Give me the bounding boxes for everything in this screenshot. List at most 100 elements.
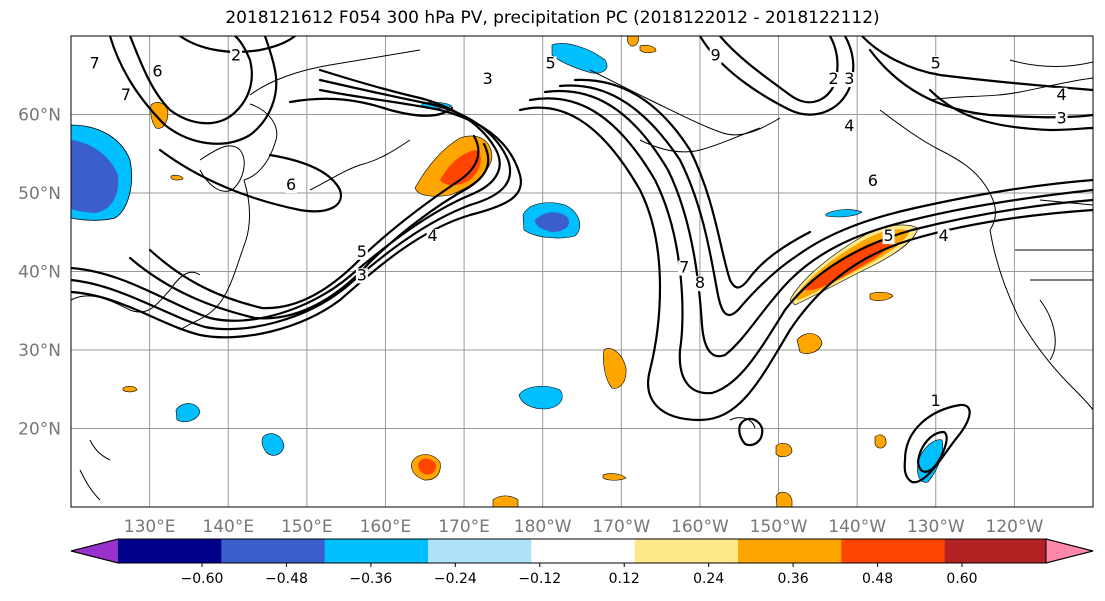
colorbar-segment [634,539,739,563]
contour-label-bg [866,174,879,190]
contour-label: 3 [844,69,854,88]
contour-label-bg [355,244,368,260]
contour-label: 6 [868,171,878,190]
lon-tick-label: 140°W [828,517,886,537]
lon-tick-label: 130°W [907,517,965,537]
lon-tick-label: 160°W [671,517,729,537]
colorbar-extend-min [70,538,119,564]
precip-patch [869,291,894,301]
precip-patch [551,43,608,74]
contour-label: 1 [931,391,941,410]
colorbar-segment [944,539,1049,563]
colorbar-tick-label: −0.12 [518,571,561,587]
latitude-tick-labels: 60°N 50°N 40°N 30°N 20°N [18,106,61,440]
contour-label: 3 [1056,108,1066,127]
precip-patch [492,495,519,507]
contour-label: 6 [152,61,162,80]
contour-label: 7 [121,85,131,104]
lat-tick-label: 50°N [18,184,61,204]
gridlines [71,36,1093,507]
contour-label: 4 [428,226,438,245]
colorbar: −0.60 −0.48 −0.36 −0.24 −0.12 0.12 0.24 0.36 0.4… [70,538,1094,587]
contour-label: 4 [1056,85,1066,104]
colorbar-segment [221,539,326,563]
contour-label-bg [355,268,368,284]
precip-patch-core [418,458,436,475]
lat-tick-label: 30°N [18,341,61,361]
colorbar-segment [117,539,118,563]
pv-contours [71,36,1093,484]
colorbar-segment [324,539,429,563]
contour-label: 5 [357,242,367,261]
lon-tick-label: 140°E [202,517,254,537]
contour-label-bg [929,393,942,409]
colorbar-segment [841,539,946,563]
colorbar-tick-label: 0.48 [862,571,893,587]
precip-patch [170,174,184,181]
lon-tick-label: 170°E [438,517,490,537]
colorbar-extend-max [1045,538,1094,564]
lon-tick-label: 180°W [514,517,572,537]
contour-label-bg [1055,111,1068,127]
colorbar-tick-label: −0.48 [265,571,308,587]
colorbar-tick-label: 0.24 [693,571,724,587]
precip-patch [775,443,793,458]
lon-tick-label: 120°W [986,517,1044,537]
contour-label: 2 [231,46,241,65]
lon-tick-label: 160°E [360,517,412,537]
contour-label: 5 [545,53,555,72]
contour-label: 7 [89,53,99,72]
precipitation-shading [71,36,943,507]
precip-patch [796,333,823,354]
contour-label: 9 [711,46,721,65]
precip-patch [122,385,138,393]
precip-patch [627,36,639,47]
colorbar-tick-label: 0.60 [946,571,977,587]
precip-neg-core [71,140,119,213]
lat-tick-label: 20°N [18,420,61,440]
precip-neg-core [535,212,570,232]
contour-label-bg [544,56,557,72]
contour-label-bg [937,229,950,245]
contour-label-bg [882,229,895,245]
contour-label: 3 [357,265,367,284]
precip-patch [603,348,627,389]
precip-pos-core [440,150,481,186]
precip-patch [775,491,793,507]
plot-frame [70,35,1094,508]
contour-label-bg [230,48,243,64]
colorbar-tick-label: 0.12 [609,571,640,587]
lon-tick-label: 150°W [750,517,808,537]
lon-tick-label: 170°W [592,517,650,537]
contour-label-bg [120,87,133,103]
contour-label: 4 [844,116,854,135]
contour-label-bg [426,229,439,245]
lat-tick-label: 40°N [18,263,61,283]
contour-label-bg [693,276,706,292]
contour-label: 7 [679,258,689,277]
contour-label-bg [88,56,101,72]
colorbar-segment [428,539,532,563]
precip-patch [874,434,887,449]
contour-label: 6 [286,175,296,194]
contour-label-bg [843,119,856,135]
longitude-tick-labels: 130°E 140°E 150°E 160°E 170°E 180°W 170°W 160°W… [124,517,1044,537]
precip-patch [518,386,563,410]
colorbar-outline [70,538,1094,564]
lat-tick-label: 60°N [18,106,61,126]
contour-label-bg [151,64,164,80]
lon-tick-label: 130°E [124,517,176,537]
contour-label: 3 [483,69,493,88]
colorbar-segment [738,539,842,563]
contour-label-bg [709,48,722,64]
contour-label: 8 [695,273,705,292]
colorbar-tick-label: 0.36 [778,571,809,587]
contour-label: 5 [884,226,894,245]
contour-label-bg [1055,87,1068,103]
colorbar-tick-label: −0.24 [434,571,477,587]
colorbar-tick-label: −0.36 [349,571,392,587]
colorbar-segment [118,539,222,563]
contour-label-bg [843,72,856,88]
